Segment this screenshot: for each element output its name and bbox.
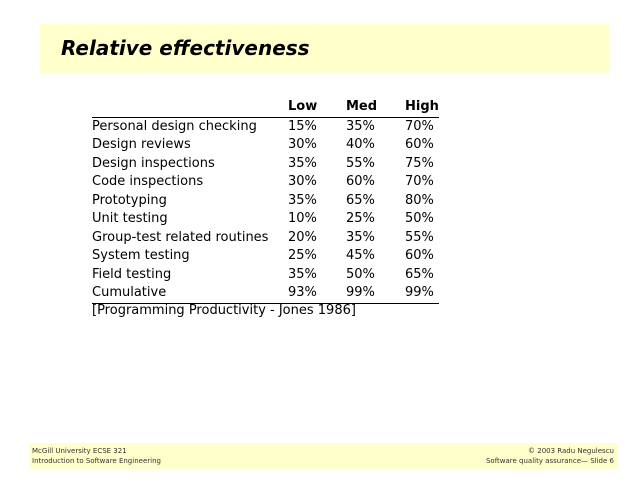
technique-cell: Field testing (92, 266, 172, 282)
footer-course: McGill University ECSE 321 (32, 447, 127, 455)
footer-left: McGill University ECSE 321 Introduction … (32, 446, 161, 466)
technique-cell: Design inspections (92, 155, 215, 171)
med-cell: 50% (346, 266, 375, 282)
table-row: Unit testing 10% 25% 50% (92, 210, 439, 229)
med-cell: 55% (346, 155, 375, 171)
med-cell: 99% (346, 284, 405, 304)
low-cell: 93% (288, 284, 346, 304)
technique-cell: Cumulative (92, 284, 288, 304)
high-cell: 60% (405, 137, 434, 152)
effectiveness-table: Low Med High Personal design checking 15… (92, 98, 439, 304)
table-row: Personal design checking 15% 35% 70% (92, 117, 439, 136)
high-cell: 50% (405, 211, 434, 226)
table-row: Design inspections 35% 55% 75% (92, 155, 439, 174)
med-cell: 40% (346, 137, 375, 152)
technique-cell: Unit testing (92, 211, 168, 226)
table-row: Prototyping 35% 65% 80% (92, 192, 439, 211)
high-cell: 99% (405, 284, 439, 304)
high-cell: 60% (405, 248, 434, 263)
table-row: Design reviews 30% 40% 60% (92, 136, 439, 155)
low-cell: 20% (288, 229, 317, 245)
technique-cell: Personal design checking (92, 118, 257, 134)
high-cell: 70% (405, 118, 434, 134)
low-cell: 35% (288, 155, 317, 171)
title-bar: Relative effectiveness (40, 24, 609, 74)
med-cell: 65% (346, 192, 375, 208)
slide-title: Relative effectiveness (61, 36, 310, 60)
low-cell: 10% (288, 211, 317, 226)
med-cell: 45% (346, 248, 375, 263)
cumulative-row: Cumulative 93% 99% 99% (92, 284, 439, 304)
table-header-row: Low Med High (92, 98, 439, 118)
med-cell: 35% (346, 229, 375, 245)
table-row: Code inspections 30% 60% 70% (92, 173, 439, 192)
med-cell: 25% (346, 211, 375, 226)
low-cell: 30% (288, 174, 317, 189)
low-cell: 15% (288, 118, 317, 134)
footer-right: © 2003 Radu Negulescu Software quality a… (486, 446, 614, 466)
footer-copyright: © 2003 Radu Negulescu (528, 447, 614, 455)
footer-bar: McGill University ECSE 321 Introduction … (30, 443, 618, 469)
table-row: Group-test related routines 20% 35% 55% (92, 229, 439, 248)
table-row: Field testing 35% 50% 65% (92, 266, 439, 285)
footer-slide-info: Software quality assurance— Slide 6 (485, 457, 614, 465)
table-row: System testing 25% 45% 60% (92, 247, 439, 266)
low-cell: 30% (288, 137, 317, 152)
low-cell: 35% (288, 266, 317, 282)
technique-cell: Code inspections (92, 174, 204, 189)
citation: [Programming Productivity - Jones 1986] (92, 303, 356, 318)
med-cell: 60% (346, 174, 375, 189)
effectiveness-table-container: Low Med High Personal design checking 15… (92, 98, 439, 304)
high-cell: 70% (405, 174, 434, 189)
med-cell: 35% (346, 118, 375, 134)
high-cell: 75% (405, 155, 434, 171)
high-cell: 80% (405, 192, 434, 208)
technique-cell: Prototyping (92, 192, 167, 208)
high-cell: 55% (405, 229, 434, 245)
technique-cell: Group-test related routines (92, 229, 269, 245)
header-low: Low (288, 98, 346, 118)
footer-subject: Introduction to Software Engineering (32, 457, 161, 465)
technique-cell: System testing (92, 248, 190, 263)
technique-cell: Design reviews (92, 137, 191, 152)
header-med: Med (346, 98, 405, 118)
header-high: High (405, 98, 439, 118)
low-cell: 35% (288, 192, 317, 208)
high-cell: 65% (405, 266, 434, 282)
header-technique (92, 98, 288, 118)
low-cell: 25% (288, 248, 317, 263)
